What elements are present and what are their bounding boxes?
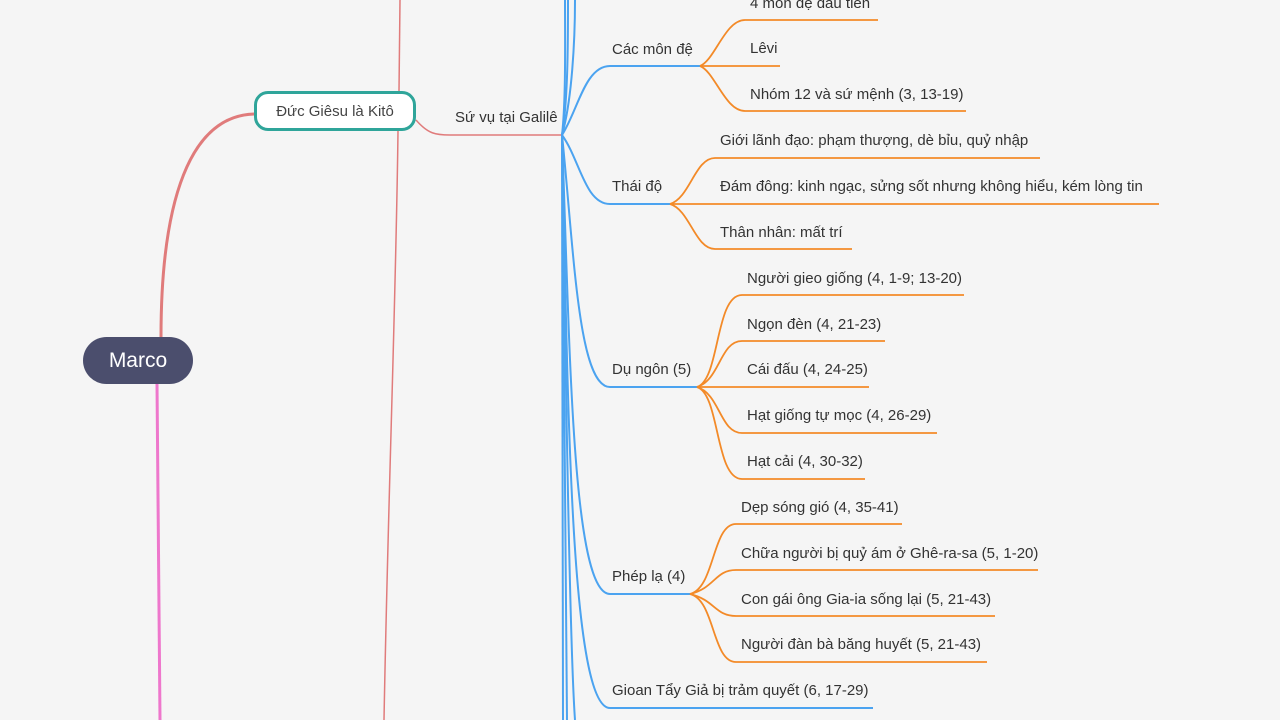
leaf-dep-song-gio[interactable]: Dẹp sóng gió (4, 35-41) [741, 499, 899, 516]
subtopic-su-vu-tai-galile[interactable]: Sứ vụ tại Galilê [455, 109, 558, 126]
leaf-chua-nguoi-bi-quy-am[interactable]: Chữa người bị quỷ ám ở Ghê-ra-sa (5, 1-2… [741, 545, 1039, 562]
branch-cac-mon-de[interactable]: Các môn đệ [612, 41, 693, 58]
leaf-dam-dong[interactable]: Đám đông: kinh ngạc, sửng sốt nhưng khôn… [720, 178, 1143, 195]
main-topic-duc-gieus-la-kito[interactable]: Đức Giêsu là Kitô [254, 91, 416, 131]
leaf-nguoi-dan-ba-bang-huyet[interactable]: Người đàn bà băng huyết (5, 21-43) [741, 636, 982, 653]
leaf-than-nhan[interactable]: Thân nhân: mất trí [720, 224, 843, 241]
leaf-con-gai-ong-gia-ia[interactable]: Con gái ông Gia-ia sống lại (5, 21-43) [741, 591, 992, 608]
root-label: Marco [108, 348, 168, 372]
branch-thai-do[interactable]: Thái độ [612, 178, 663, 195]
leaf-gioi-lanh-dao[interactable]: Giới lãnh đạo: phạm thượng, dè bỉu, quỷ … [720, 132, 1029, 149]
leaf-4-mon-de-dau-tien[interactable]: 4 môn đệ đầu tiên [750, 0, 871, 12]
leaf-cai-dau[interactable]: Cái đấu (4, 24-25) [747, 361, 868, 378]
leaf-hat-cai[interactable]: Hạt cải (4, 30-32) [747, 453, 863, 470]
root-node-marco[interactable]: Marco [83, 337, 193, 384]
leaf-ngon-den[interactable]: Ngọn đèn (4, 21-23) [747, 316, 882, 333]
leaf-nhom-12[interactable]: Nhóm 12 và sứ mệnh (3, 13-19) [750, 86, 964, 103]
branch-phep-la[interactable]: Phép lạ (4) [612, 568, 686, 585]
branch-gioan-tay-gia[interactable]: Gioan Tẩy Giả bị trảm quyết (6, 17-29) [612, 682, 869, 699]
leaf-nguoi-gieo-giong[interactable]: Người gieo giống (4, 1-9; 13-20) [747, 270, 962, 287]
leaf-hat-giong-tu-moc[interactable]: Hạt giống tự mọc (4, 26-29) [747, 407, 932, 424]
main-topic-label: Đức Giêsu là Kitô [276, 102, 394, 120]
leaf-levi[interactable]: Lêvi [750, 40, 778, 57]
branch-du-ngon[interactable]: Dụ ngôn (5) [612, 361, 692, 378]
